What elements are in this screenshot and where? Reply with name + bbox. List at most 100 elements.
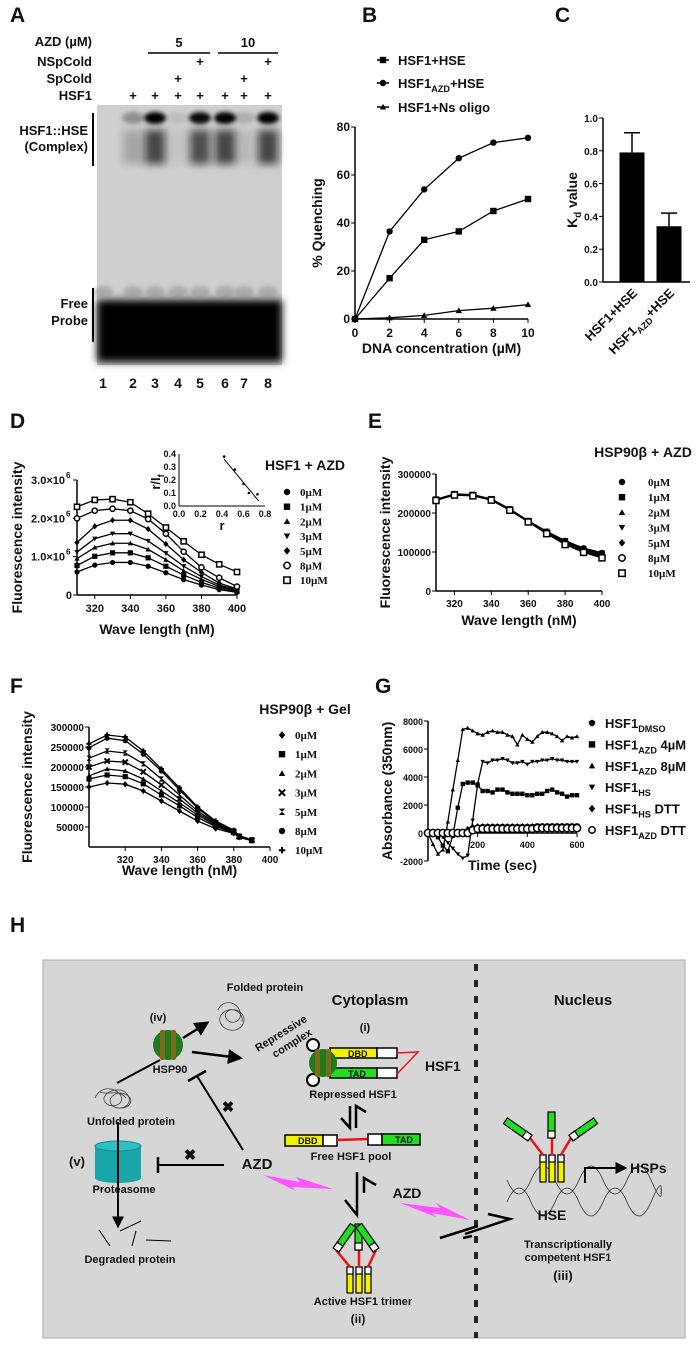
plus-marker bbox=[236, 833, 242, 839]
y-tick-label: 300000 bbox=[51, 723, 85, 734]
triangle-down-marker bbox=[559, 758, 565, 763]
series-line bbox=[76, 552, 238, 593]
series bbox=[432, 491, 606, 562]
x-axis-label: Time (sec) bbox=[468, 857, 537, 873]
triangle-down-marker bbox=[569, 759, 575, 764]
label-subscript: HS bbox=[638, 788, 651, 798]
x-tick-label: 320 bbox=[446, 599, 463, 610]
complex-band bbox=[233, 112, 255, 124]
triangle-marker bbox=[74, 555, 80, 561]
x-axis-label: DNA concentration (µM) bbox=[362, 340, 521, 356]
chart-panel-g: 200 400 600 -2000 0 2000 4000 6000 8000 Time (sec… bbox=[379, 716, 686, 873]
diamond-marker bbox=[127, 517, 133, 524]
legend-label: 2µM bbox=[295, 768, 318, 780]
competent-label-line1: Transcriptionally bbox=[524, 1239, 613, 1251]
legend-item: HSF1AZD 4µM bbox=[588, 737, 686, 755]
triangle-down-marker bbox=[495, 758, 500, 763]
gel-lane bbox=[93, 286, 113, 298]
lane-number: 1 bbox=[99, 375, 107, 391]
label-suffix: 8µM bbox=[657, 759, 686, 774]
transcription-arrow-icon bbox=[584, 1162, 628, 1183]
azd-group-label: 10 bbox=[241, 35, 255, 50]
triangle-marker bbox=[490, 728, 495, 733]
triangle-marker bbox=[480, 732, 485, 737]
triangle-marker bbox=[525, 737, 530, 741]
free-probe-label-line1: Free bbox=[61, 296, 88, 311]
legend-label: HSF1+HSE bbox=[398, 53, 466, 68]
circle-marker bbox=[163, 570, 169, 576]
y-tick-label: -2000 bbox=[400, 857, 423, 867]
chart-panel-c: 0.00.20.40.60.81.0HSF1+HSEHSF1AZD+HSEKd … bbox=[564, 114, 690, 357]
legend-item: 1µM bbox=[618, 492, 671, 504]
square-marker bbox=[145, 555, 151, 561]
circle-marker bbox=[122, 738, 128, 744]
triangle-marker bbox=[450, 787, 456, 792]
triangle-down-marker bbox=[515, 761, 520, 766]
series-line bbox=[435, 493, 603, 555]
x-tick-label: 340 bbox=[483, 599, 500, 610]
label-subscript: AZD bbox=[638, 767, 657, 777]
plus-hsf1: + bbox=[264, 88, 272, 103]
hourglass-marker bbox=[104, 748, 110, 754]
dna-helix-icon bbox=[506, 1165, 662, 1217]
legend-item: HSF1HS DTT bbox=[588, 802, 680, 820]
inset-y-tick-label: 0.0 bbox=[163, 501, 176, 511]
y-tick-exponent: 6 bbox=[66, 509, 71, 518]
legend-item: HSF1+Ns oligo bbox=[377, 100, 490, 115]
complex-band bbox=[257, 112, 279, 124]
triangle-marker bbox=[283, 518, 291, 524]
triangle-down-marker bbox=[480, 759, 485, 764]
lane-number: 7 bbox=[240, 375, 248, 391]
triangle-down-marker bbox=[485, 761, 490, 766]
panel-letter-e: E bbox=[368, 410, 382, 433]
series-line bbox=[428, 781, 577, 853]
x-tick-label: 360 bbox=[520, 599, 537, 610]
legend-item: 1µM bbox=[283, 502, 323, 514]
legend-label: 8µM bbox=[300, 561, 323, 573]
legend-item: 8µM bbox=[283, 561, 323, 573]
complex-smear bbox=[215, 130, 235, 164]
circle-marker bbox=[104, 735, 110, 741]
series-line bbox=[435, 494, 603, 559]
triangle-marker bbox=[515, 742, 520, 747]
series-line bbox=[76, 508, 238, 588]
x-tick-label: 340 bbox=[153, 855, 170, 866]
legend-item: 10µM bbox=[283, 575, 328, 587]
row-label-nspcold: NSpCold bbox=[37, 54, 92, 69]
triangle-marker bbox=[163, 557, 169, 562]
circle-open-marker bbox=[283, 561, 291, 570]
y-tick-exponent: 6 bbox=[66, 548, 71, 557]
square-open-marker bbox=[91, 496, 99, 504]
x-axis-label: Wave length (nM) bbox=[461, 612, 576, 628]
diagram-background bbox=[42, 959, 686, 1339]
diamond-marker bbox=[109, 517, 116, 524]
inset-point bbox=[247, 491, 251, 495]
complex-smear bbox=[258, 130, 278, 164]
circle-open-marker bbox=[588, 826, 596, 834]
gel-lane bbox=[257, 112, 279, 298]
x-tick-label: 10 bbox=[521, 326, 535, 340]
repressed-hsf1-label: Repressed HSF1 bbox=[309, 1089, 396, 1101]
label-subscript: DMSO bbox=[638, 724, 665, 734]
triangle-marker bbox=[440, 847, 446, 852]
triangle-marker bbox=[554, 734, 560, 739]
series bbox=[74, 550, 240, 595]
probe-smear bbox=[123, 286, 143, 298]
x-tick-label: 380 bbox=[225, 855, 242, 866]
square-open-marker bbox=[215, 560, 223, 568]
lane-number: 3 bbox=[151, 375, 159, 391]
legend-item: HSF1AZD+HSE bbox=[377, 76, 485, 94]
gel-lane bbox=[214, 112, 236, 298]
x-tick-label: 6 bbox=[455, 326, 462, 340]
triangle-marker bbox=[564, 734, 570, 739]
legend-label: 3µM bbox=[300, 531, 323, 543]
square-marker bbox=[181, 572, 187, 578]
label-subscript: f bbox=[156, 473, 166, 477]
legend-label: 10µM bbox=[295, 845, 323, 857]
x-axis-label: Wave length (nM) bbox=[122, 862, 237, 878]
legend-item: 2µM bbox=[278, 768, 318, 780]
triangle-down-marker bbox=[490, 758, 495, 763]
legend-item: 8µM bbox=[278, 826, 318, 838]
diamond-marker bbox=[158, 797, 164, 805]
